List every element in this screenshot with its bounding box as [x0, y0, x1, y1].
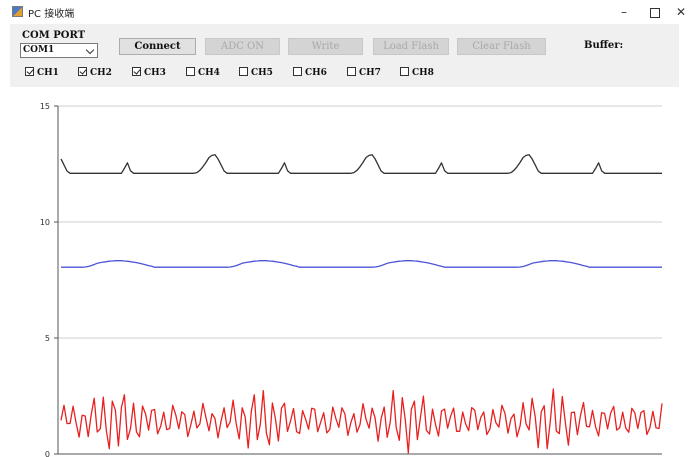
checkbox-icon: [186, 67, 195, 76]
com-port-value: COM1: [23, 45, 55, 55]
series-line-3: [60, 388, 663, 454]
maximize-button[interactable]: [640, 2, 670, 22]
channel-label: CH7: [359, 68, 381, 78]
minimize-button[interactable]: –: [621, 5, 627, 19]
channel-checkbox-ch3[interactable]: CH3: [132, 67, 166, 79]
channel-checkbox-ch4[interactable]: CH4: [186, 67, 220, 79]
chart-svg: 0 5 10 15: [40, 102, 663, 457]
write-button[interactable]: Write: [288, 38, 363, 55]
channel-checkbox-ch8[interactable]: CH8: [400, 67, 434, 79]
channel-checkbox-ch2[interactable]: CH2: [78, 67, 112, 79]
channel-checkbox-ch1[interactable]: CH1: [25, 67, 59, 79]
channel-label: CH2: [90, 68, 112, 78]
maximize-icon: [650, 7, 660, 18]
checkbox-icon: [293, 67, 302, 76]
load-flash-button[interactable]: Load Flash: [373, 38, 449, 55]
title-bar: PC 接收端 – ✕: [0, 0, 691, 24]
toolbar: COM PORT COM1 Connect ADC ON Write Load …: [10, 24, 679, 87]
channel-checkbox-ch7[interactable]: CH7: [347, 67, 381, 79]
close-button[interactable]: ✕: [675, 5, 687, 19]
y-tick-label: 15: [40, 102, 50, 111]
channel-label: CH4: [198, 68, 220, 78]
channel-label: CH3: [144, 68, 166, 78]
checkbox-icon: [25, 67, 34, 76]
channel-label: CH6: [305, 68, 327, 78]
clear-flash-button[interactable]: Clear Flash: [457, 38, 546, 55]
checkbox-icon: [239, 67, 248, 76]
channel-label: CH5: [251, 68, 273, 78]
series-line-1: [60, 154, 662, 174]
checkbox-icon: [78, 67, 87, 76]
checkbox-icon: [400, 67, 409, 76]
window-title: PC 接收端: [28, 9, 75, 20]
buffer-label: Buffer:: [584, 40, 624, 51]
y-tick-label: 5: [45, 334, 50, 343]
channel-checkbox-ch6[interactable]: CH6: [293, 67, 327, 79]
chevron-down-icon: [85, 45, 95, 55]
signal-chart: 0 5 10 15: [0, 90, 691, 457]
channel-checkbox-ch5[interactable]: CH5: [239, 67, 273, 79]
checkbox-icon: [132, 67, 141, 76]
adc-on-button[interactable]: ADC ON: [205, 38, 280, 55]
y-tick-label: 0: [45, 450, 50, 457]
channel-label: CH8: [412, 68, 434, 78]
app-icon: [12, 6, 23, 17]
y-tick-label: 10: [40, 218, 50, 227]
connect-button[interactable]: Connect: [119, 38, 196, 55]
channel-label: CH1: [37, 68, 59, 78]
com-port-label: COM PORT: [22, 30, 86, 41]
com-port-select[interactable]: COM1: [20, 43, 98, 58]
series-line-2: [61, 260, 662, 268]
checkbox-icon: [347, 67, 356, 76]
